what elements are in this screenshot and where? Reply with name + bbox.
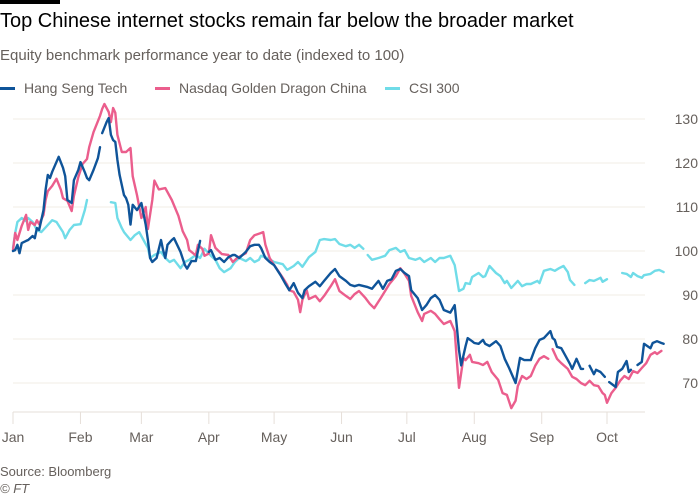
x-tick-label: Jul xyxy=(398,429,416,445)
legend-label: CSI 300 xyxy=(409,80,460,96)
x-tick-label: Oct xyxy=(596,429,618,445)
y-axis: 70 80 90 100 110 120 130 xyxy=(675,111,699,391)
chart-title: Top Chinese internet stocks remain far b… xyxy=(0,10,574,32)
x-tick-label: Apr xyxy=(198,429,220,445)
x-axis: Jan Feb Mar Apr May Jun Jul Aug Sep Oct xyxy=(2,411,645,445)
series-line-nasdaq-golden-dragon-china xyxy=(11,102,663,410)
legend-item-nasdaq-golden-dragon: Nasdaq Golden Dragon China xyxy=(155,79,367,97)
x-tick-label: Sep xyxy=(529,429,554,445)
y-tick-label: 80 xyxy=(682,331,698,347)
source-note: Source: Bloomberg xyxy=(0,464,112,479)
legend-swatch-hang-seng-tech xyxy=(0,86,15,90)
legend-label: Nasdaq Golden Dragon China xyxy=(179,80,367,96)
y-tick-label: 120 xyxy=(675,155,699,171)
y-tick-label: 70 xyxy=(682,375,698,391)
x-tick-label: May xyxy=(261,429,287,445)
series-line-hang-seng-tech xyxy=(11,116,665,389)
y-tick-label: 110 xyxy=(676,199,699,215)
copyright-note: © FT xyxy=(0,481,30,496)
legend-swatch-csi-300 xyxy=(385,86,400,90)
ft-brand-bar xyxy=(0,0,60,4)
y-tick-label: 130 xyxy=(675,111,699,127)
legend-item-hang-seng-tech: Hang Seng Tech xyxy=(0,79,127,97)
x-tick-label: Aug xyxy=(462,429,487,445)
x-tick-label: Mar xyxy=(129,429,153,445)
series-line-csi-300 xyxy=(11,198,665,293)
chart-subtitle: Equity benchmark performance year to dat… xyxy=(0,47,405,64)
x-tick-label: Feb xyxy=(68,429,92,445)
x-tick-label: Jan xyxy=(2,429,25,445)
x-tick-label: Jun xyxy=(330,429,353,445)
legend-label: Hang Seng Tech xyxy=(24,80,128,96)
legend-item-csi-300: CSI 300 xyxy=(385,79,460,97)
legend-swatch-nasdaq-golden-dragon xyxy=(155,86,170,90)
gridlines xyxy=(13,118,645,384)
series-lines xyxy=(11,102,665,410)
y-tick-label: 100 xyxy=(675,243,699,259)
y-tick-label: 90 xyxy=(682,287,698,303)
